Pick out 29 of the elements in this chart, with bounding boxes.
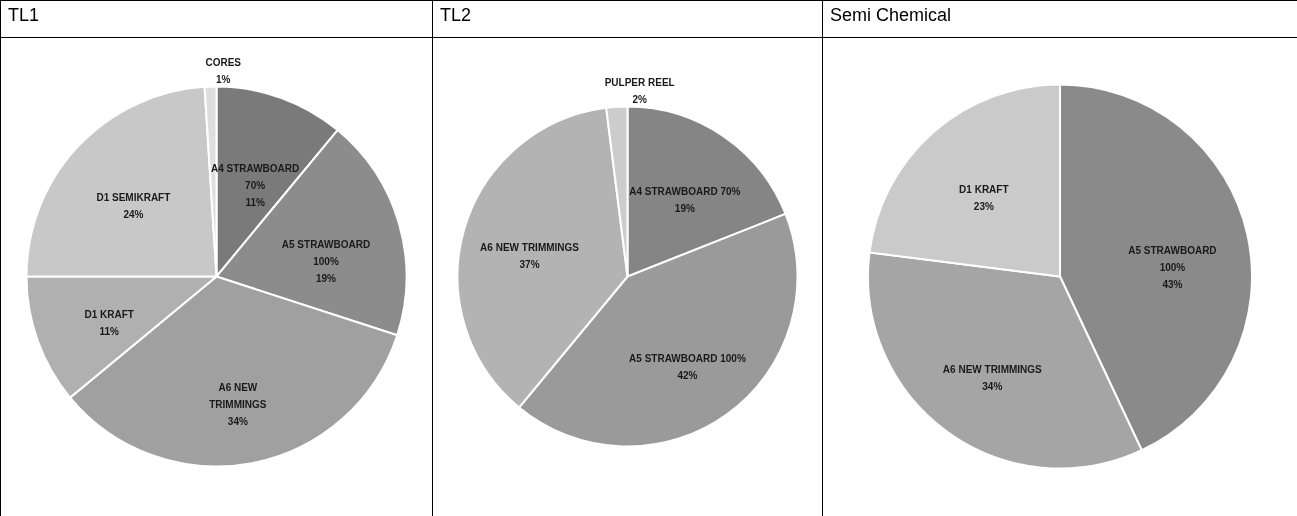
chart-title: Semi Chemical <box>823 1 1297 38</box>
slice-label: D1 SEMIKRAFT <box>96 192 171 204</box>
slice-label: A5 STRAWBOARD 100% <box>1128 245 1217 274</box>
data-label: 19% <box>674 203 695 215</box>
slice-label: D1 KRAFT <box>959 184 1009 196</box>
data-label: 34% <box>982 380 1003 392</box>
data-label: 24% <box>123 209 144 221</box>
slice-label: A4 STRAWBOARD 70% <box>629 186 741 198</box>
data-label: 34% <box>227 416 248 428</box>
slice-label: PULPER REEL <box>604 76 675 88</box>
slice-label: A6 NEW TRIMMINGS <box>942 363 1043 375</box>
data-label: 37% <box>519 259 540 271</box>
slice-label: CORES <box>205 56 242 68</box>
data-label: 11% <box>245 197 265 209</box>
slice-label: A5 STRAWBOARD 100% <box>281 238 371 267</box>
data-label: 43% <box>1162 279 1183 291</box>
data-label: 19% <box>315 272 337 284</box>
data-label: 23% <box>973 201 994 213</box>
data-label: 11% <box>99 326 120 338</box>
data-label: 42% <box>677 370 698 382</box>
chart-title: TL2 <box>433 1 822 38</box>
slice-label: A4 STRAWBOARD 70% <box>210 163 300 192</box>
slice-label: A6 NEW TRIMMINGS <box>209 382 267 411</box>
chart-title: TL1 <box>1 1 432 38</box>
slice-label: A6 NEW TRIMMINGS <box>480 242 580 254</box>
slice-label: A5 STRAWBOARD 100% <box>629 353 746 365</box>
data-label: 1% <box>216 73 231 85</box>
data-label: 2% <box>632 93 648 105</box>
slice-label: D1 KRAFT <box>84 309 134 321</box>
